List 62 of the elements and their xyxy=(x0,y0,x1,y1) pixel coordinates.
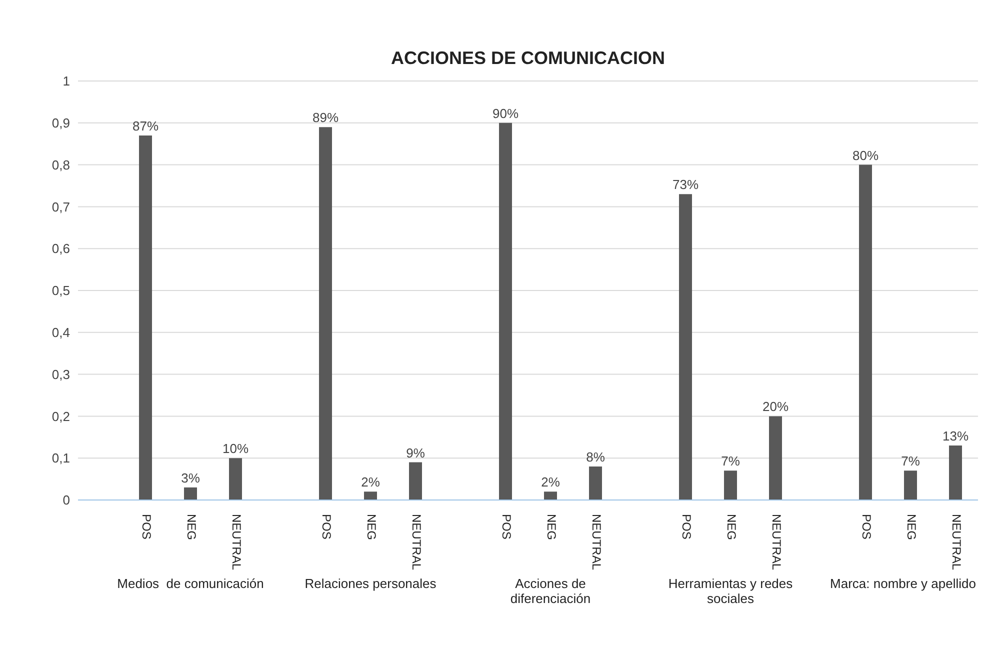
y-tick-label: 0,1 xyxy=(52,450,70,466)
y-tick-label: 1 xyxy=(62,74,70,89)
text: Marca: nombre y apellido xyxy=(829,576,977,591)
x-tick-label: NEG xyxy=(904,514,918,540)
text: Relaciones personales xyxy=(304,576,438,591)
data-label: 9% xyxy=(406,445,426,460)
bar xyxy=(184,487,197,500)
x-tick-label: NEUTRAL xyxy=(769,514,784,570)
y-tick-label: 0,2 xyxy=(52,408,70,424)
bar xyxy=(949,446,962,500)
y-tick-label: 0,4 xyxy=(52,325,70,340)
y-tick-label: 0,3 xyxy=(52,366,70,382)
data-label: 80% xyxy=(852,148,879,163)
bar xyxy=(499,122,512,500)
bar xyxy=(319,127,332,500)
y-tick-label: 0,8 xyxy=(52,157,70,172)
bar xyxy=(139,135,152,500)
data-label: 73% xyxy=(672,177,699,192)
y-tick-label: 0,6 xyxy=(52,241,70,256)
y-tick-label: 0 xyxy=(62,492,70,508)
x-tick-label: NEG xyxy=(544,514,558,540)
x-tick-label: NEUTRAL xyxy=(589,514,604,570)
y-tick-label: 0,9 xyxy=(52,116,70,131)
bar xyxy=(679,194,692,500)
text: Acciones de diferenciación xyxy=(509,576,592,606)
bar xyxy=(229,458,242,500)
x-tick-label: NEG xyxy=(364,514,378,540)
chart-title: ACCIONES DE COMUNICACION xyxy=(390,48,666,69)
data-label: 3% xyxy=(181,470,200,486)
bar xyxy=(364,492,377,500)
data-label: 2% xyxy=(541,474,560,490)
bar xyxy=(769,416,782,500)
data-label: 90% xyxy=(492,106,519,121)
bar xyxy=(409,462,422,500)
data-label: 89% xyxy=(312,110,339,126)
bar xyxy=(724,470,737,500)
text: Medios de comunicación xyxy=(116,576,265,591)
data-label: 7% xyxy=(721,454,740,469)
x-tick-label: POS xyxy=(679,514,694,540)
y-tick-label: 0,7 xyxy=(52,199,70,214)
y-tick-label: 0,5 xyxy=(52,283,70,298)
x-tick-label: POS xyxy=(139,514,154,540)
bar xyxy=(904,470,917,500)
x-tick-label: POS xyxy=(499,514,514,540)
x-tick-label: NEUTRAL xyxy=(949,514,964,570)
text: Herramientas y redes sociales xyxy=(667,576,794,606)
x-tick-label: NEG xyxy=(184,514,198,540)
data-label: 10% xyxy=(222,441,249,456)
bar xyxy=(544,492,557,500)
x-tick-label: NEUTRAL xyxy=(229,514,244,570)
data-label: 87% xyxy=(132,118,159,134)
x-tick-label: POS xyxy=(319,514,334,540)
x-tick-label: NEUTRAL xyxy=(409,514,424,570)
data-label: 13% xyxy=(942,428,969,444)
data-label: 2% xyxy=(361,474,380,490)
x-tick-label: POS xyxy=(859,514,874,540)
x-tick-label: NEG xyxy=(724,514,738,540)
bar xyxy=(859,164,872,500)
data-label: 8% xyxy=(586,449,606,464)
data-label: 20% xyxy=(762,399,789,414)
bar xyxy=(589,466,602,500)
data-label: 7% xyxy=(901,454,920,469)
